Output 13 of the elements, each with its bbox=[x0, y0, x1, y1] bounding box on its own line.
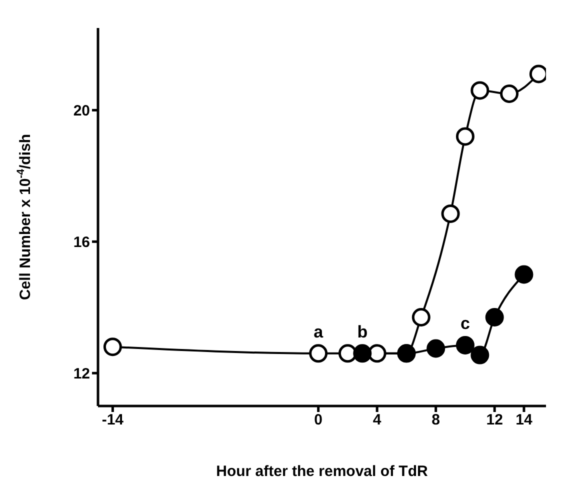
annotation: b bbox=[357, 322, 368, 342]
y-tick-label: 20 bbox=[73, 102, 90, 120]
x-tick-label: 12 bbox=[486, 412, 503, 429]
annotation: a bbox=[314, 322, 324, 342]
annotation: c bbox=[460, 314, 470, 334]
x-tick-label: -14 bbox=[102, 412, 124, 429]
x-tick-label: 8 bbox=[432, 412, 440, 429]
y-tick-label: 12 bbox=[73, 365, 90, 382]
x-tick-label: 0 bbox=[314, 412, 322, 429]
x-tick-label: 4 bbox=[372, 412, 382, 429]
x-tick-label: 14 bbox=[516, 412, 533, 429]
x-axis-title: Hour after the removal of TdR bbox=[216, 463, 428, 480]
y-tick-label: 16 bbox=[73, 234, 90, 251]
